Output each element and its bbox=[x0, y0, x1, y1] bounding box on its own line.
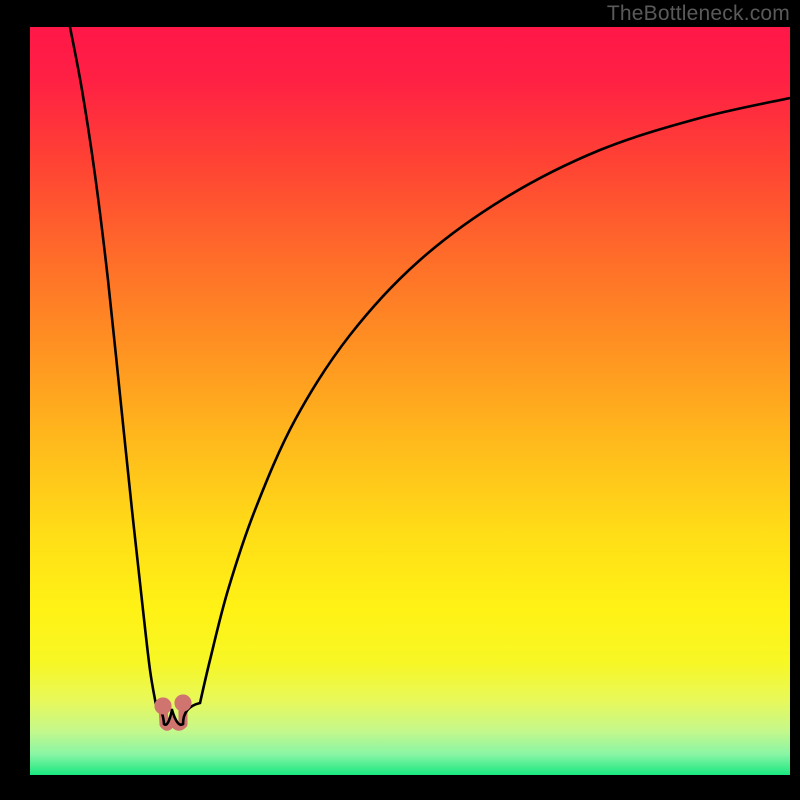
curve-left-branch bbox=[70, 27, 156, 705]
watermark-text: TheBottleneck.com bbox=[607, 2, 790, 26]
curve-right-branch bbox=[200, 98, 790, 703]
chart-root: TheBottleneck.com bbox=[0, 0, 800, 800]
chart-overlay-svg bbox=[0, 0, 800, 800]
